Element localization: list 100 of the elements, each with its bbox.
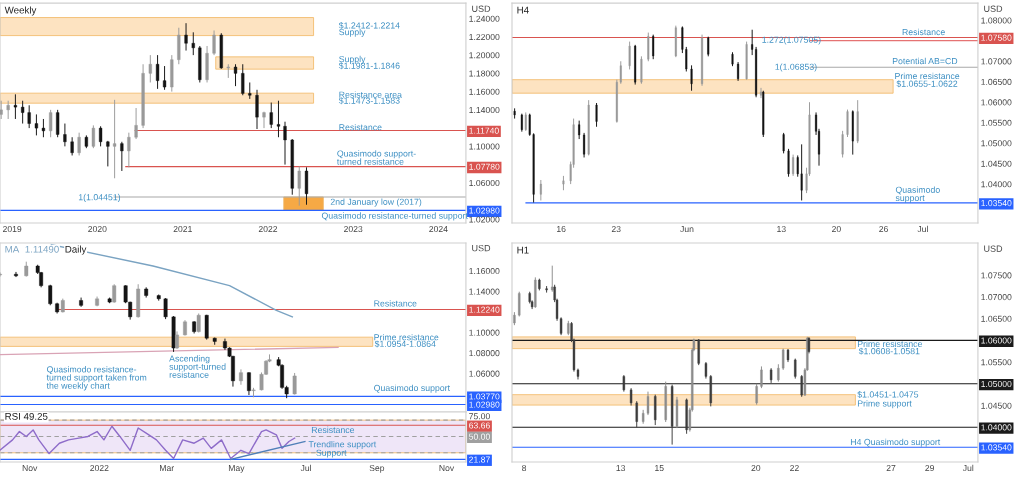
annotation: Prime resistance — [857, 340, 923, 347]
x-tick-label: 2022 — [90, 464, 109, 472]
candlestick — [647, 32, 650, 62]
candlestick — [578, 120, 581, 140]
y-tick-label: 1.03540 — [981, 200, 1012, 207]
annotation: $1.0451-1.0475 — [857, 391, 919, 399]
candlestick — [155, 54, 160, 90]
annotation: Quasimodo resistance-turned support — [321, 212, 468, 221]
y-axis-title: USD — [472, 5, 491, 12]
y-tick-label: 1.14000 — [469, 106, 500, 114]
x-tick-label: Jun — [680, 226, 694, 233]
y-tick-label: 1.18000 — [469, 70, 500, 77]
candlestick — [269, 102, 273, 129]
y-tick-label: 1.10000 — [469, 143, 500, 150]
chart-title: Daily — [65, 245, 87, 255]
y-axis-title: USD — [984, 5, 1003, 12]
x-tick-label: 2024 — [429, 225, 448, 233]
annotation: 1(1.06853) — [775, 63, 817, 72]
candlestick — [697, 338, 700, 366]
y-tick-label: 1.04500 — [981, 402, 1012, 409]
annotation: $1.1473-1.1583 — [338, 97, 400, 105]
annotation: Trendline support — [308, 440, 377, 450]
candlestick — [204, 314, 209, 341]
y-tick-label: 1.05500 — [981, 119, 1012, 126]
y-tick-label: 1.06500 — [981, 78, 1012, 85]
y-axis-title: USD — [472, 244, 491, 252]
candlestick — [134, 107, 138, 140]
candlestick — [77, 132, 81, 156]
candlestick — [792, 154, 795, 177]
y-tick-label: 1.07580 — [981, 34, 1012, 41]
y-tick-label: 1.06000 — [981, 99, 1012, 106]
annotation: Resistance — [374, 300, 417, 307]
candlestick — [255, 89, 259, 130]
x-tick-label: Sep — [369, 464, 385, 473]
candlestick — [654, 394, 657, 426]
candlestick — [782, 132, 785, 154]
x-tick-label: 23 — [611, 225, 621, 233]
x-tick-label: Jul — [300, 464, 311, 472]
candlestick — [212, 29, 216, 56]
y-tick-label: 1.07000 — [981, 294, 1012, 301]
candlestick — [518, 291, 521, 317]
candlestick — [640, 55, 643, 85]
x-tick-label: 2023 — [344, 225, 363, 233]
y-tick-label: 1.10000 — [469, 329, 500, 336]
annotation: Prime resistance — [895, 72, 960, 80]
candlestick — [106, 140, 110, 167]
chart-title: H1 — [517, 246, 529, 254]
candlestick — [233, 63, 238, 87]
x-tick-label: Mar — [160, 465, 174, 472]
y-tick-label: 1.12240 — [469, 306, 500, 313]
x-tick-label: Jul — [917, 225, 928, 233]
x-tick-label: Nov — [22, 465, 38, 472]
y-axis-title: USD — [984, 245, 1003, 252]
candlestick — [846, 109, 849, 138]
candlestick — [760, 365, 763, 389]
candlestick — [56, 109, 60, 138]
candlestick — [247, 371, 251, 396]
annotation: Quasimodo support — [895, 186, 940, 203]
y-tick-label: 1.06000 — [469, 179, 500, 187]
annotation: Resistance area — [339, 91, 402, 98]
candlestick — [34, 113, 39, 136]
x-tick-label: Jul — [962, 464, 974, 472]
y-tick-label: 1.07780 — [469, 163, 500, 170]
x-tick-label: 8 — [522, 464, 527, 472]
x-tick-label: 2020 — [88, 225, 107, 233]
y-tick-label: 1.02980 — [469, 401, 500, 408]
annotation: Support — [316, 449, 347, 458]
candlestick — [304, 166, 309, 206]
x-tick-label: 20 — [751, 464, 761, 472]
annotation: Quasimodo support — [374, 384, 450, 393]
annotation: 2nd January low (2017) — [330, 198, 422, 207]
text: MA — [5, 245, 20, 253]
annotation: Supply — [339, 28, 366, 37]
candlestick — [297, 165, 301, 207]
candlestick — [63, 123, 67, 147]
candlestick — [800, 374, 803, 398]
y-tick-label: 1.04000 — [981, 181, 1012, 188]
y-tick-label: 1.06000 — [981, 337, 1012, 344]
y-tick-label: 21.87 — [469, 456, 490, 463]
annotation: H4 Quasimodo support — [850, 438, 941, 447]
candlestick — [184, 22, 188, 52]
annotation: Potential AB=CD — [892, 57, 958, 65]
chart-title: RSI 49.25 — [5, 412, 48, 420]
y-tick-label: 1.08000 — [469, 350, 500, 357]
annotation: 1.11490 — [25, 245, 59, 253]
annotation: Resistance — [902, 28, 945, 36]
chart-title: Weekly — [4, 6, 37, 16]
x-tick-label: 20 — [832, 225, 841, 233]
candlestick — [112, 283, 117, 304]
y-tick-label: 1.16000 — [469, 268, 500, 275]
x-tick-label: Nov — [439, 465, 455, 472]
y-tick-label: 1.20000 — [469, 52, 500, 59]
annotation: 1.272(1.07505) — [762, 36, 821, 45]
candlestick — [737, 61, 740, 82]
y-tick-label: 1.05000 — [981, 380, 1012, 387]
candlestick — [628, 41, 631, 70]
y-tick-label: 1.03540 — [981, 444, 1012, 451]
candlestick — [0, 100, 3, 120]
x-tick-label: 13 — [616, 464, 626, 472]
candlestick — [21, 100, 25, 125]
